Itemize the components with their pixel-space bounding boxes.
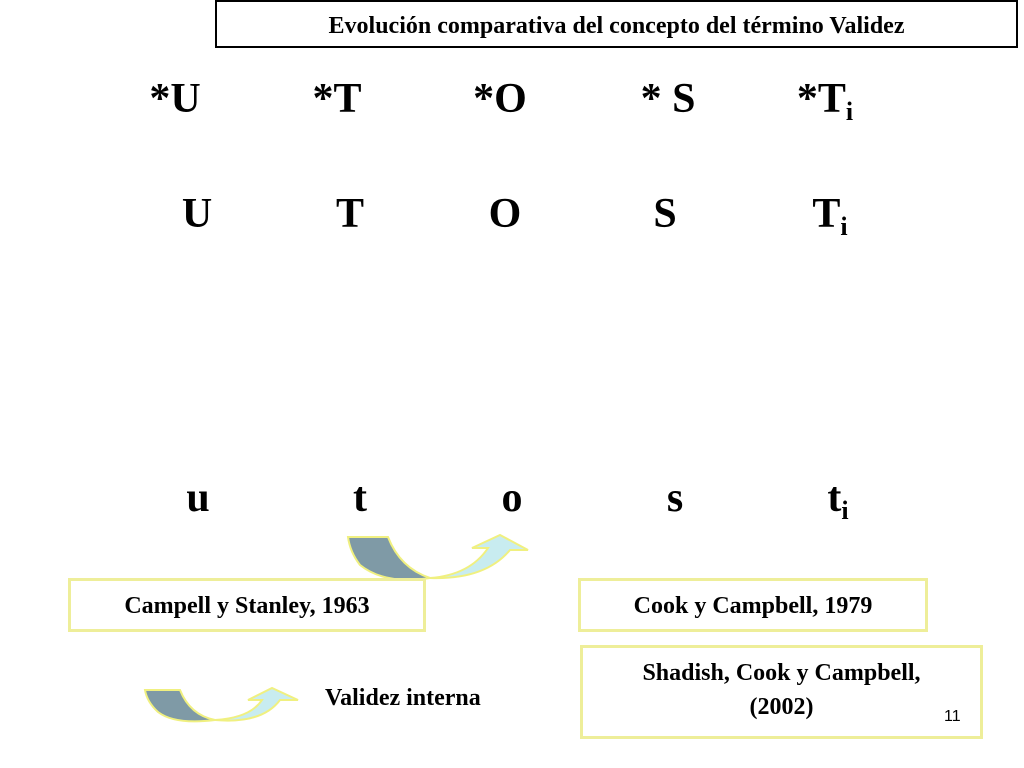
reference-text: Shadish, Cook y Campbell, (642, 660, 921, 686)
symbol-subscript: i (841, 496, 849, 525)
reference-box: Campell y Stanley, 1963 (68, 578, 426, 632)
symbol: Ti (812, 193, 847, 240)
reference-box: Shadish, Cook y Campbell, (2002) (580, 645, 983, 739)
symbol-text: * S (640, 76, 696, 122)
symbol-text: U (181, 191, 213, 237)
page-number: 11 (944, 708, 961, 725)
symbol-text: T (335, 191, 365, 237)
symbol-text: *T (312, 76, 362, 122)
symbol: U (182, 193, 212, 235)
symbol: *Ti (797, 78, 853, 125)
symbol: s (667, 477, 683, 519)
arrow-right-part (429, 533, 529, 580)
symbol-subscript: i (845, 97, 854, 126)
symbol: u (186, 477, 209, 519)
arrow-legend (143, 686, 299, 723)
reference-box: Cook y Campbell, 1979 (578, 578, 928, 632)
symbol-text: t (353, 475, 367, 521)
symbol-subscript: i (840, 212, 848, 241)
arrow-large (346, 533, 529, 581)
arrow-right-part (214, 686, 299, 722)
title: Evolución comparativa del concepto del t… (215, 0, 1018, 48)
symbol-text: o (501, 475, 523, 521)
symbol: *U (149, 78, 200, 120)
symbol: S (653, 193, 676, 235)
symbol: ti (827, 477, 848, 524)
symbol-text: S (653, 191, 677, 237)
arrow-left-part (143, 689, 216, 723)
symbol: *O (473, 78, 527, 120)
symbol-text: t (827, 475, 842, 521)
symbol-text: u (186, 475, 210, 521)
symbol: O (489, 193, 522, 235)
symbol-text: O (488, 191, 522, 237)
arrow-left-part (346, 536, 431, 581)
symbol-text: *O (473, 76, 527, 122)
symbol-text: s (666, 475, 684, 521)
reference-text: Campell y Stanley, 1963 (124, 593, 370, 619)
symbol: T (336, 193, 364, 235)
symbol: o (502, 477, 523, 519)
symbol: t (353, 477, 367, 519)
symbol-text: *T (796, 76, 846, 122)
symbol-text: T (812, 191, 841, 237)
symbol: * S (641, 78, 696, 120)
reference-text: (2002) (749, 694, 814, 720)
symbol: *T (312, 78, 361, 120)
reference-text: Cook y Campbell, 1979 (633, 593, 873, 619)
legend-label: Validez interna (325, 685, 481, 711)
symbol-text: *U (149, 76, 201, 122)
